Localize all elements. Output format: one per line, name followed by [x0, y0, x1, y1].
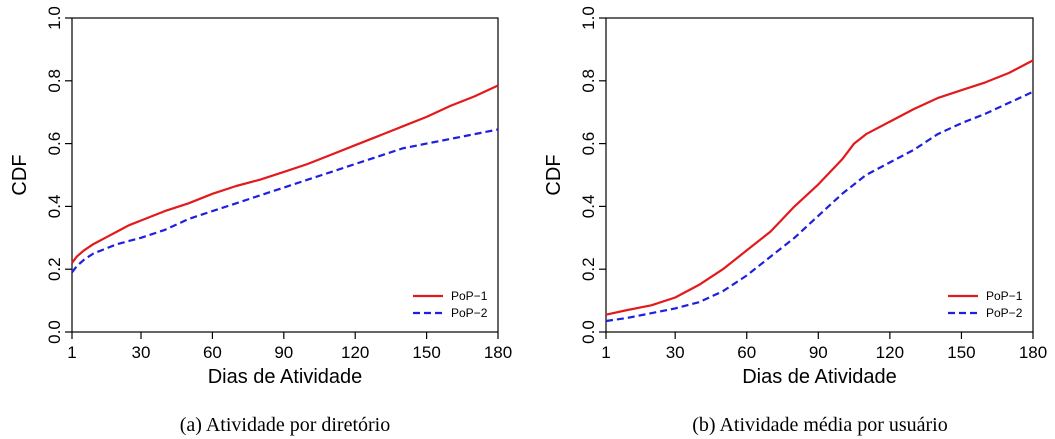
- chart-b-caption: (b) Atividade média por usuário: [692, 414, 948, 436]
- chart-a-x-tick-label: 1: [67, 343, 76, 362]
- chart-a-series-1-line: [71, 84, 499, 264]
- chart-a-x-tick-label: 120: [341, 343, 369, 362]
- chart-b-x-axis-label: Dias de Atividade: [742, 366, 897, 388]
- chart-b-y-tick-label: 0.4: [579, 195, 598, 219]
- chart-a-x-tick-label: 150: [412, 343, 440, 362]
- chart-b-y-tick-label: 1.0: [579, 6, 598, 30]
- chart-a-x-tick-label: 180: [484, 343, 512, 362]
- chart-b-y-tick-label: 0.6: [579, 132, 598, 156]
- chart-a-plot-frame: [71, 17, 499, 333]
- chart-b-x-tick-label: 180: [1019, 343, 1047, 362]
- chart-b-y-axis-label: CDF: [543, 154, 565, 195]
- chart-a-y-tick-label: 0.4: [45, 195, 64, 219]
- chart-b-x-tick-label: 30: [666, 343, 685, 362]
- chart-a: (a) Atividade por diretório 1 30 60 90 120 15…: [9, 6, 512, 436]
- chart-a-legend-label-2: PoP−2: [451, 306, 488, 320]
- chart-b-x-tick-label: 1: [601, 343, 610, 362]
- chart-a-x-tick-label: 60: [203, 343, 222, 362]
- chart-a-y-tick-label: 1.0: [45, 6, 64, 30]
- chart-a-y-tick-label: 0.0: [45, 320, 64, 344]
- chart-b-y-tick-label: 0.8: [579, 69, 598, 93]
- chart-a-caption: (a) Atividade por diretório: [180, 414, 391, 436]
- chart-b-x-tick-label: 60: [737, 343, 756, 362]
- chart-b-series-2-line: [605, 90, 1034, 323]
- chart-a-x-axis-label: Dias de Atividade: [208, 366, 363, 388]
- chart-a-x-tick-label: 90: [274, 343, 293, 362]
- chart-b-y-tick-label: 0.0: [579, 320, 598, 344]
- chart-a-series-2-line: [71, 128, 499, 273]
- chart-a-y-tick-label: 0.6: [45, 132, 64, 156]
- chart-a-legend-label-1: PoP−1: [451, 289, 488, 303]
- chart-b-legend-label-2: PoP−2: [986, 306, 1023, 320]
- chart-b-legend-label-1: PoP−1: [986, 289, 1023, 303]
- chart-b-y-tick-label: 0.2: [579, 257, 598, 281]
- chart-a-y-axis-label: CDF: [9, 154, 31, 195]
- chart-a-y-tick-label: 0.8: [45, 69, 64, 93]
- chart-b-series-1-line: [605, 59, 1034, 316]
- chart-a-x-tick-label: 30: [132, 343, 151, 362]
- chart-b-x-tick-label: 90: [809, 343, 828, 362]
- chart-a-y-tick-label: 0.2: [45, 257, 64, 281]
- chart-b-x-tick-label: 150: [947, 343, 975, 362]
- chart-b-plot-frame: [605, 17, 1034, 333]
- chart-b-x-tick-label: 120: [876, 343, 904, 362]
- chart-b: (b) Atividade média por usuário 1 30 60 90 1…: [543, 6, 1047, 436]
